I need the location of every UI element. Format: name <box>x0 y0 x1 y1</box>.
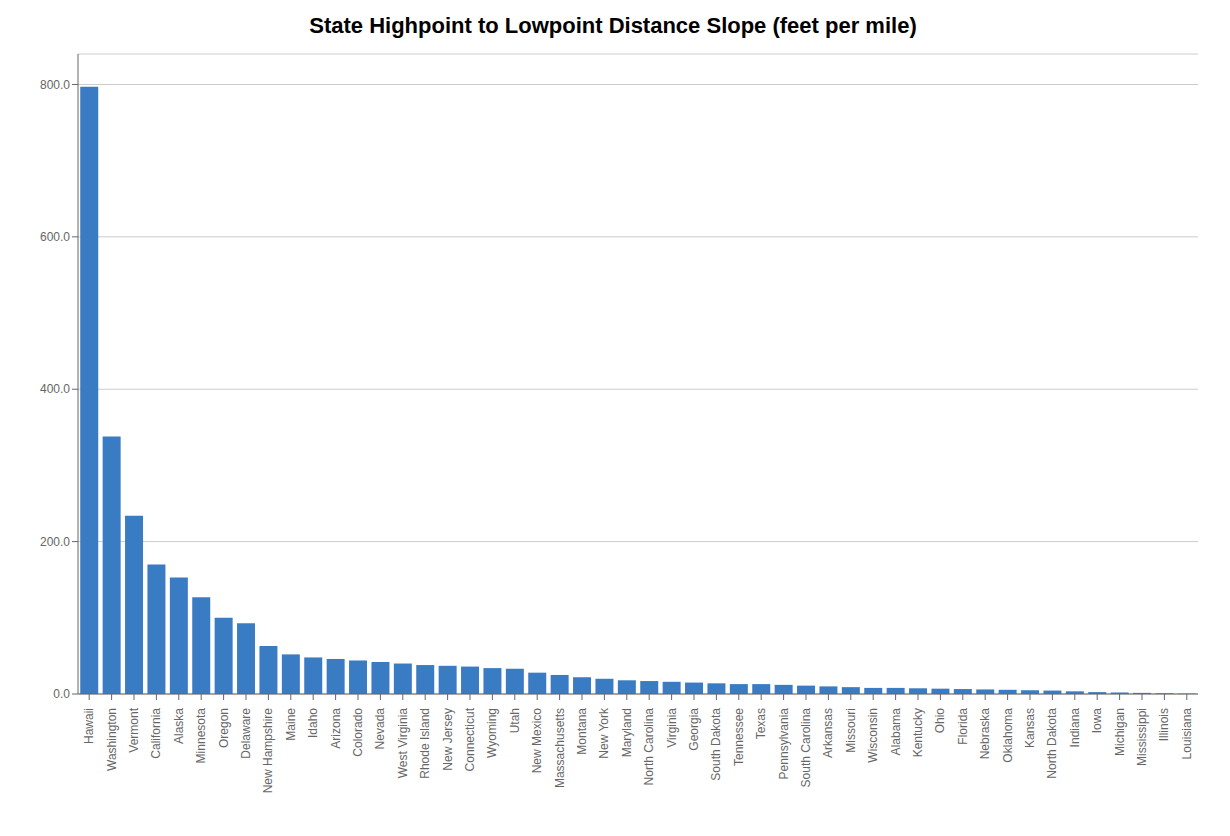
svg-text:South Dakota: South Dakota <box>709 708 723 781</box>
svg-text:Nebraska: Nebraska <box>978 708 992 760</box>
svg-text:New Mexico: New Mexico <box>530 708 544 774</box>
svg-text:Massachusetts: Massachusetts <box>553 708 567 788</box>
svg-text:Mississippi: Mississippi <box>1135 708 1149 766</box>
svg-text:North Dakota: North Dakota <box>1045 708 1059 779</box>
svg-text:Texas: Texas <box>754 708 768 739</box>
svg-text:Maryland: Maryland <box>620 708 634 757</box>
svg-text:New York: New York <box>597 707 611 759</box>
svg-text:Oklahoma: Oklahoma <box>1001 708 1015 763</box>
svg-text:600.0: 600.0 <box>40 230 70 244</box>
svg-text:Nevada: Nevada <box>373 708 387 750</box>
svg-text:Georgia: Georgia <box>687 708 701 751</box>
svg-text:New Hampshire: New Hampshire <box>261 708 275 794</box>
svg-text:Pennsylvania: Pennsylvania <box>777 708 791 780</box>
svg-text:Tennessee: Tennessee <box>732 708 746 766</box>
svg-text:Wyoming: Wyoming <box>485 708 499 758</box>
svg-text:200.0: 200.0 <box>40 535 70 549</box>
svg-text:Indiana: Indiana <box>1068 708 1082 748</box>
svg-text:Kentucky: Kentucky <box>911 708 925 757</box>
svg-text:North Carolina: North Carolina <box>642 708 656 786</box>
svg-text:Arizona: Arizona <box>329 708 343 749</box>
svg-text:Hawaii: Hawaii <box>82 708 96 744</box>
svg-text:West Virginia: West Virginia <box>396 708 410 779</box>
svg-text:0.0: 0.0 <box>53 687 70 701</box>
svg-text:Minnesota: Minnesota <box>194 708 208 764</box>
svg-text:Washington: Washington <box>105 708 119 771</box>
svg-text:Alaska: Alaska <box>172 708 186 744</box>
svg-text:Louisiana: Louisiana <box>1180 708 1194 760</box>
svg-text:Maine: Maine <box>284 708 298 741</box>
svg-text:800.0: 800.0 <box>40 78 70 92</box>
svg-text:Florida: Florida <box>956 708 970 745</box>
svg-text:Ohio: Ohio <box>933 708 947 734</box>
svg-text:Colorado: Colorado <box>351 708 365 757</box>
svg-text:Wisconsin: Wisconsin <box>866 708 880 763</box>
svg-text:California: California <box>149 708 163 759</box>
svg-text:Delaware: Delaware <box>239 708 253 759</box>
svg-text:Missouri: Missouri <box>844 708 858 753</box>
svg-text:New Jersey: New Jersey <box>441 708 455 771</box>
svg-text:400.0: 400.0 <box>40 382 70 396</box>
svg-text:Oregon: Oregon <box>217 708 231 748</box>
svg-text:Iowa: Iowa <box>1090 708 1104 734</box>
svg-text:Montana: Montana <box>575 708 589 755</box>
html-text:State Highpoint to Lowpoint Di: State Highpoint to Lowpoint Distance Slo… <box>309 13 917 38</box>
svg-text:Rhode Island: Rhode Island <box>418 708 432 779</box>
svg-text:Virginia: Virginia <box>665 708 679 748</box>
svg-text:Arkansas: Arkansas <box>821 708 835 758</box>
svg-text:Idaho: Idaho <box>306 708 320 738</box>
svg-text:South Carolina: South Carolina <box>799 708 813 788</box>
svg-text:Utah: Utah <box>508 708 522 733</box>
svg-text:Vermont: Vermont <box>127 707 141 752</box>
svg-text:Connecticut: Connecticut <box>463 707 477 771</box>
svg-text:Alabama: Alabama <box>889 708 903 756</box>
svg-text:Illinois: Illinois <box>1157 708 1171 741</box>
svg-text:Kansas: Kansas <box>1023 708 1037 748</box>
svg-text:Michigan: Michigan <box>1113 708 1127 756</box>
